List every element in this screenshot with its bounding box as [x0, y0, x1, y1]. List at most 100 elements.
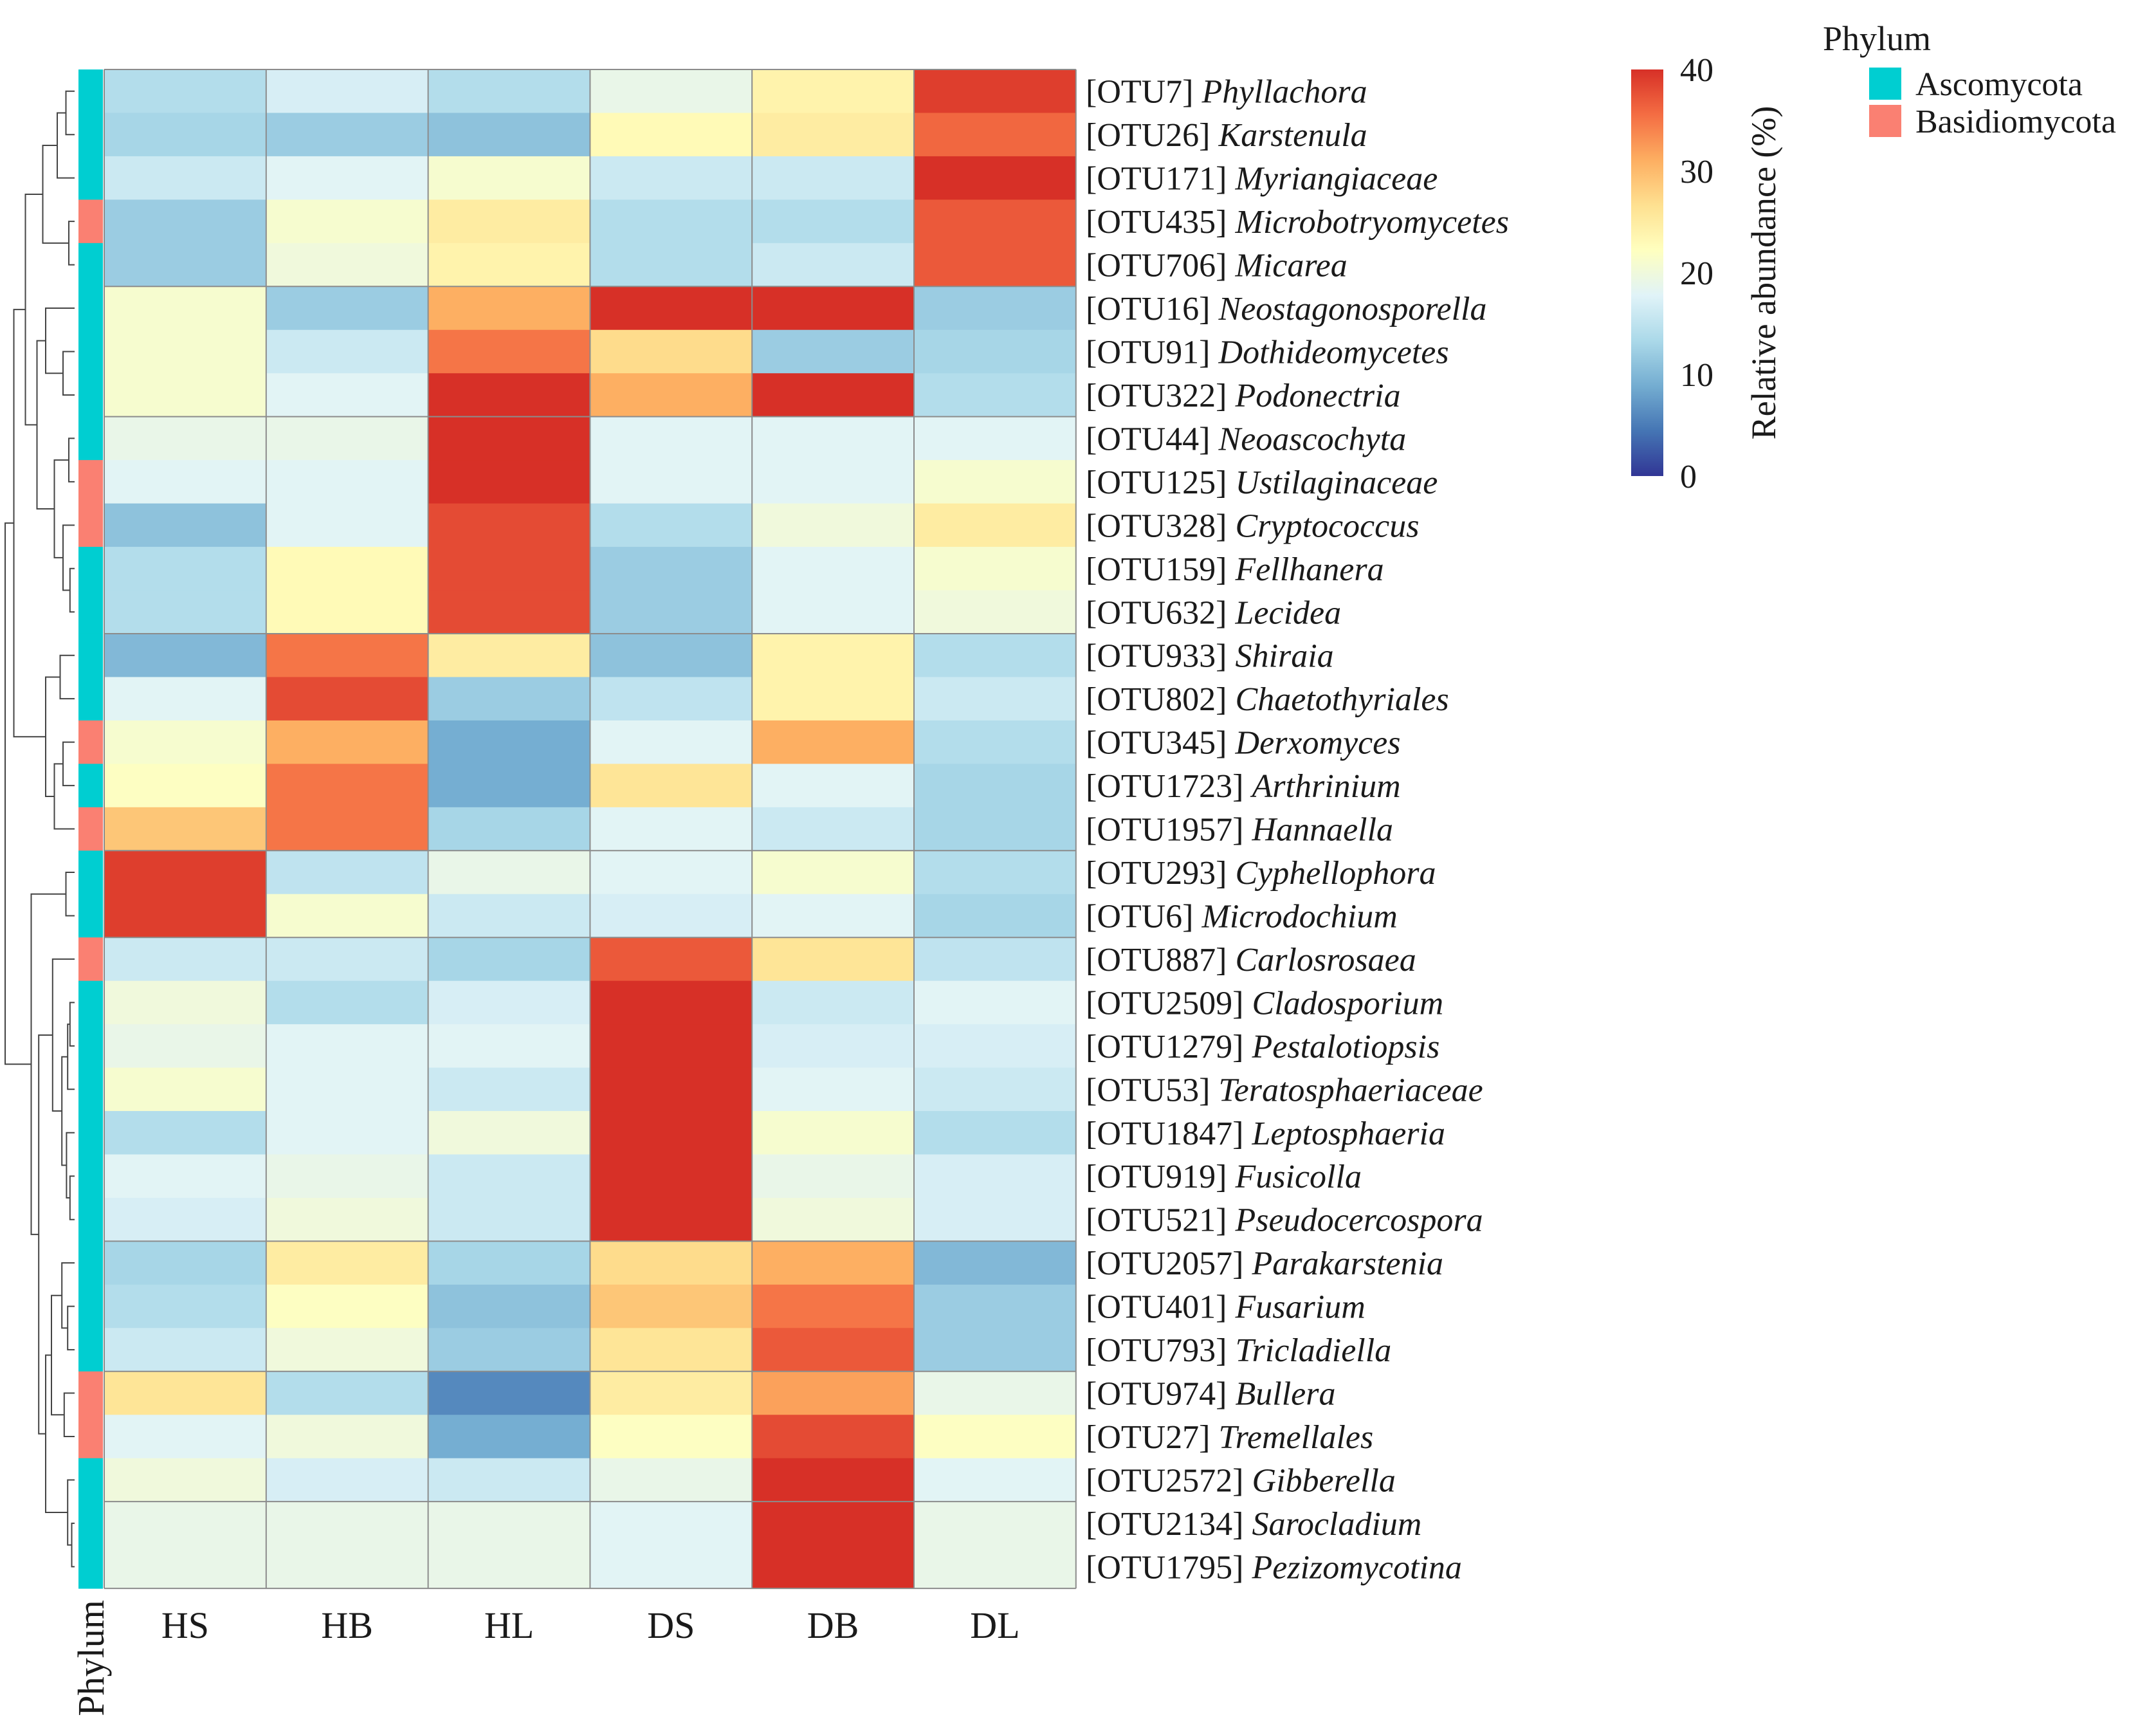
row-label-otu: [OTU26]: [1086, 117, 1219, 154]
heatmap-cell: [752, 1024, 915, 1069]
heatmap-cell: [752, 199, 915, 244]
row-label-taxon: Micarea: [1235, 248, 1348, 284]
dendrogram-branch: [30, 893, 66, 1235]
dendrogram-branch: [59, 654, 75, 700]
row-label-taxon: Microdochium: [1201, 898, 1398, 935]
row-label-taxon: Fusicolla: [1235, 1159, 1362, 1195]
dendrogram-branch: [24, 193, 43, 426]
heatmap-cell: [752, 1545, 915, 1589]
row-label-otu: [OTU974]: [1086, 1376, 1236, 1413]
heatmap-cell: [914, 156, 1077, 200]
row-label: [OTU933] Shiraia: [1086, 638, 1334, 675]
phylum-annotation-cell: [78, 1371, 103, 1415]
heatmap-cell: [428, 156, 590, 200]
phylum-annotation-cell: [78, 1328, 103, 1372]
heatmap-cell: [590, 199, 753, 244]
column-label: HL: [484, 1604, 534, 1646]
row-label-taxon: Cyphellophora: [1236, 855, 1436, 892]
phylum-annotation-cell: [78, 894, 103, 938]
heatmap-cell: [266, 329, 429, 374]
row-label-otu: [OTU793]: [1086, 1332, 1236, 1369]
row-label: [OTU632] Lecidea: [1086, 594, 1341, 631]
row-label-otu: [OTU521]: [1086, 1202, 1236, 1239]
row-label-taxon: Dothideomycetes: [1218, 334, 1449, 371]
heatmap-cell: [266, 460, 429, 504]
heatmap-cell: [590, 677, 753, 721]
legend-swatch: [1869, 68, 1901, 100]
row-label-otu: [OTU1795]: [1086, 1549, 1252, 1586]
phylum-annotation-cell: [78, 243, 103, 287]
heatmap-cell: [104, 937, 267, 982]
heatmap-cell: [752, 243, 915, 287]
heatmap-cell: [266, 503, 429, 547]
column-label: DL: [970, 1604, 1019, 1646]
legend-label: Ascomycota: [1915, 66, 2083, 103]
heatmap-cell: [104, 547, 267, 591]
heatmap-cell: [914, 1111, 1077, 1155]
heatmap-cell: [428, 113, 590, 157]
dendrogram-branch: [62, 351, 75, 396]
row-label-otu: [OTU887]: [1086, 942, 1236, 978]
heatmap-cell: [428, 894, 590, 938]
row-label-taxon: Parakarstenia: [1252, 1245, 1444, 1282]
row-label-taxon: Tremellales: [1219, 1419, 1374, 1456]
row-label-taxon: Teratosphaeriaceae: [1219, 1072, 1483, 1108]
row-label: [OTU2572] Gibberella: [1086, 1462, 1396, 1499]
heatmap-cell: [104, 286, 267, 331]
heatmap-cell: [266, 980, 429, 1025]
phylum-annotation-cell: [78, 503, 103, 547]
heatmap-cell: [266, 937, 429, 982]
heatmap-cell: [752, 850, 915, 895]
heatmap-cell: [752, 1067, 915, 1112]
phylum-annotation-cell: [78, 1501, 103, 1546]
row-label-otu: [OTU933]: [1086, 638, 1236, 675]
row-label-otu: [OTU91]: [1086, 334, 1219, 371]
heatmap-cell: [266, 590, 429, 634]
heatmap-cell: [590, 1415, 753, 1459]
heatmap-gridlines: [104, 69, 1077, 1590]
dendrogram-branch: [69, 567, 75, 613]
phylum-annotation-cell: [78, 720, 103, 764]
legend-label: Basidiomycota: [1915, 104, 2116, 140]
heatmap-cell: [266, 1415, 429, 1459]
legend-swatch: [1869, 105, 1901, 137]
heatmap-cell: [104, 1501, 267, 1546]
heatmap-cell: [104, 156, 267, 200]
heatmap-cell: [104, 69, 267, 113]
dendrogram-branch: [51, 958, 75, 1112]
heatmap-cell: [590, 980, 753, 1025]
heatmap-cell: [266, 633, 429, 677]
heatmap-cell: [104, 1154, 267, 1198]
heatmap-cell: [590, 547, 753, 591]
phylum-annotation-cell: [78, 373, 103, 418]
heatmap-cell: [104, 503, 267, 547]
dendrogram-branch: [53, 459, 69, 558]
heatmap-cell: [266, 677, 429, 721]
heatmap-cell: [752, 156, 915, 200]
heatmap-cell: [266, 1284, 429, 1328]
heatmap-cell: [914, 850, 1077, 895]
heatmap-cell: [752, 503, 915, 547]
heatmap-cell: [590, 503, 753, 547]
heatmap-cell: [752, 937, 915, 982]
heatmap-cell: [266, 720, 429, 764]
heatmap-cell: [914, 1371, 1077, 1415]
column-label: DS: [647, 1604, 695, 1646]
heatmap-cell: [428, 460, 590, 504]
row-label: [OTU2057] Parakarstenia: [1086, 1245, 1443, 1282]
phylum-annotation-cell: [78, 1458, 103, 1502]
phylum-annotation-cell: [78, 807, 103, 851]
heatmap-cell: [266, 1111, 429, 1155]
dendrogram-branch: [62, 741, 75, 787]
heatmap-cell: [428, 243, 590, 287]
heatmap-cell: [266, 1371, 429, 1415]
heatmap-cell: [428, 633, 590, 677]
row-label: [OTU1847] Leptosphaeria: [1086, 1115, 1445, 1152]
heatmap-cell: [590, 850, 753, 895]
row-label: [OTU401] Fusarium: [1086, 1289, 1366, 1326]
row-label-otu: [OTU159]: [1086, 551, 1236, 588]
heatmap-cell: [752, 1197, 915, 1242]
colorbar-tick-label: 40: [1680, 52, 1713, 89]
heatmap-cell: [914, 503, 1077, 547]
